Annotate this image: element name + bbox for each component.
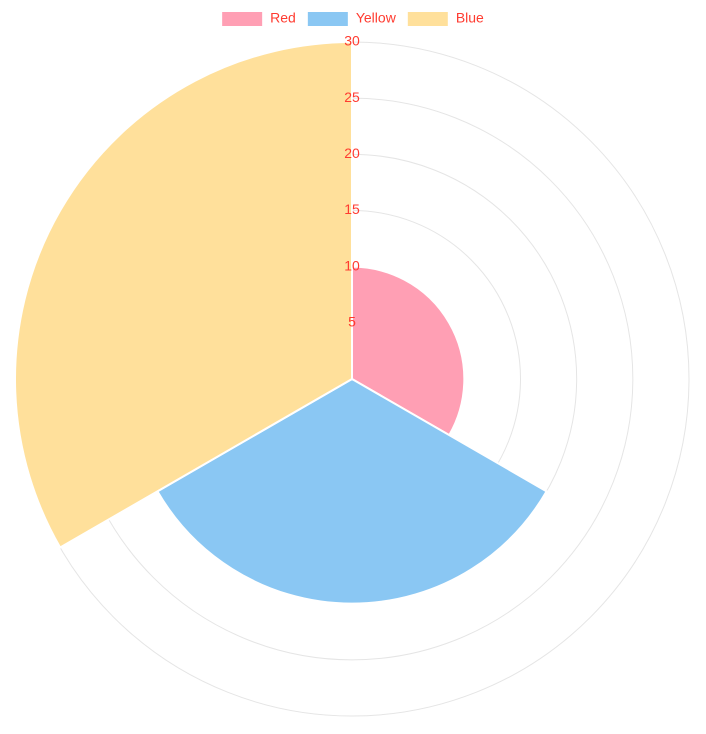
- radial-tick-labels: 5 10 15 20 25 30: [344, 33, 360, 330]
- legend-swatch-red: [222, 12, 263, 26]
- legend-swatch-yellow: [307, 12, 348, 26]
- legend: Red Yellow Blue: [222, 10, 484, 26]
- sector-blue: [14, 40, 353, 549]
- legend-label-blue: Blue: [456, 10, 484, 26]
- legend-swatch-blue: [407, 12, 448, 26]
- radial-tick-label-20: 20: [344, 145, 360, 161]
- legend-item-blue[interactable]: Blue: [407, 10, 484, 26]
- legend-label-red: Red: [270, 10, 296, 26]
- legend-item-yellow[interactable]: Yellow: [307, 10, 397, 26]
- legend-label-yellow: Yellow: [356, 10, 397, 26]
- sector-red: [351, 265, 466, 437]
- radial-tick-label-10: 10: [344, 257, 360, 273]
- radial-tick-label-15: 15: [344, 201, 360, 217]
- legend-item-red[interactable]: Red: [222, 10, 296, 26]
- radial-tick-label-5: 5: [348, 314, 356, 330]
- radial-tick-label-30: 30: [344, 33, 360, 49]
- radial-tick-label-25: 25: [344, 89, 360, 105]
- sector-layer: [14, 40, 548, 605]
- sector-yellow: [156, 377, 548, 605]
